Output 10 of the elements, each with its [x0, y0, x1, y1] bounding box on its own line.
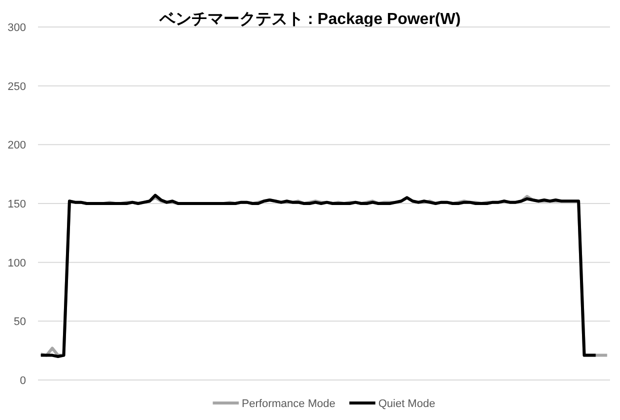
y-tick-label: 250: [8, 80, 26, 93]
y-tick-label: 50: [14, 316, 26, 328]
y-tick-label: 150: [8, 198, 26, 210]
chart-title: ベンチマークテスト : Package Power(W): [158, 11, 461, 28]
legend-label: Quiet Mode: [378, 398, 436, 410]
y-tick-label: 100: [8, 257, 26, 270]
legend-label: Performance Mode: [242, 398, 336, 410]
y-tick-label: 300: [8, 22, 26, 34]
y-tick-label: 0: [20, 375, 26, 387]
y-tick-label: 200: [8, 140, 26, 152]
